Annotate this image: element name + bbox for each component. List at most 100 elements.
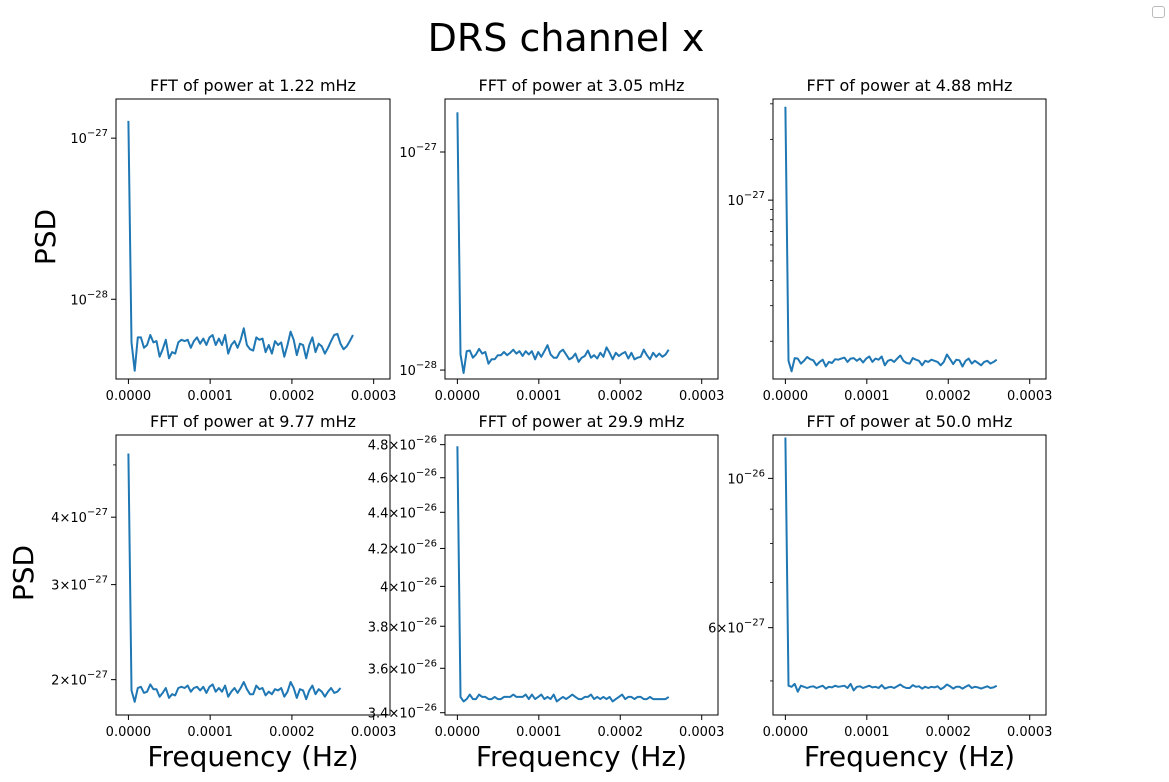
axes-frame xyxy=(772,434,1047,716)
y-tick-label: 3.4×10−26 xyxy=(368,703,437,722)
y-tick-mantissa: 10 xyxy=(70,132,87,147)
y-tick-label: 4.8×10−26 xyxy=(368,435,437,454)
y-tick-exponent: −27 xyxy=(744,618,765,629)
subplot-3: FFT of power at 4.88 mHz 0.0000 0.0001 0.00… xyxy=(727,76,1052,404)
subplot-6: FFT of power at 50.0 mHz 0.0000 0.0001 0.00… xyxy=(708,412,1052,773)
y-tick-exponent: −28 xyxy=(416,360,437,371)
y-tick-label: 4.6×10−26 xyxy=(368,468,437,487)
axes-frame xyxy=(115,434,391,716)
y-tick-mantissa: 10 xyxy=(727,472,744,487)
y-tick-exponent: −26 xyxy=(416,435,437,446)
y-tick-exponent: −27 xyxy=(87,128,108,139)
psd-series-line xyxy=(456,446,670,703)
y-tick-label: 10−28 xyxy=(399,360,437,379)
y-tick-label: 10−28 xyxy=(70,289,108,308)
x-tick-label: 0.0002 xyxy=(926,389,972,404)
subplot-1: FFT of power at 1.22 mHz 0.0000 0.0001 0.00… xyxy=(29,76,396,404)
subplot-title: FFT of power at 4.88 mHz xyxy=(807,76,1013,95)
x-tick-label: 0.0000 xyxy=(435,389,481,404)
x-tick-label: 0.0000 xyxy=(763,725,809,740)
y-tick-exponent: −26 xyxy=(416,616,437,627)
subplot-4: FFT of power at 9.77 mHz 0.0000 0.0001 0.00… xyxy=(7,412,396,773)
y-tick-label: 4×10−27 xyxy=(51,507,108,526)
y-tick-label: 3.8×10−26 xyxy=(368,616,437,635)
x-tick-label: 0.0003 xyxy=(679,389,725,404)
axes-frame xyxy=(444,98,719,380)
axes-frame xyxy=(772,98,1047,380)
y-tick-mantissa: 4×10 xyxy=(380,580,416,595)
subplot-title: FFT of power at 9.77 mHz xyxy=(150,412,356,431)
axes-frame xyxy=(115,98,391,380)
psd-series-line xyxy=(127,120,354,372)
figure-title: DRS channel x xyxy=(428,16,705,60)
subplot-2: FFT of power at 3.05 mHz 0.0000 0.0001 0.00… xyxy=(399,76,724,404)
x-tick-label: 0.0000 xyxy=(106,725,152,740)
subplot-grid: FFT of power at 1.22 mHz 0.0000 0.0001 0.00… xyxy=(7,76,1052,773)
y-tick-mantissa: 4.2×10 xyxy=(368,542,416,557)
y-axis-label: PSD xyxy=(29,209,62,265)
y-tick-label: 2×10−27 xyxy=(51,670,108,689)
x-tick-label: 0.0003 xyxy=(351,725,397,740)
y-tick-exponent: −26 xyxy=(416,703,437,714)
y-tick-mantissa: 10 xyxy=(399,146,416,161)
subplot-title: FFT of power at 3.05 mHz xyxy=(479,76,685,95)
y-tick-exponent: −27 xyxy=(87,575,108,586)
y-tick-label: 3×10−27 xyxy=(51,575,108,594)
psd-series-line xyxy=(127,453,342,703)
y-tick-exponent: −26 xyxy=(416,502,437,513)
y-tick-label: 6×10−27 xyxy=(708,618,765,637)
y-tick-mantissa: 2×10 xyxy=(51,674,87,689)
y-tick-exponent: −26 xyxy=(744,468,765,479)
subplot-title: FFT of power at 1.22 mHz xyxy=(150,76,356,95)
x-tick-label: 0.0003 xyxy=(1007,389,1053,404)
y-tick-mantissa: 4.4×10 xyxy=(368,506,416,521)
x-tick-label: 0.0002 xyxy=(269,725,315,740)
y-tick-mantissa: 4×10 xyxy=(51,511,87,526)
x-tick-label: 0.0003 xyxy=(1007,725,1053,740)
x-tick-label: 0.0001 xyxy=(516,725,562,740)
x-tick-label: 0.0001 xyxy=(844,389,890,404)
subplot-title: FFT of power at 50.0 mHz xyxy=(807,412,1013,431)
y-tick-label: 10−26 xyxy=(727,468,765,487)
y-tick-label: 10−27 xyxy=(399,142,437,161)
y-tick-label: 3.6×10−26 xyxy=(368,658,437,677)
x-tick-label: 0.0000 xyxy=(106,389,152,404)
x-axis-label: Frequency (Hz) xyxy=(147,740,358,773)
y-axis-label: PSD xyxy=(7,545,40,601)
subplot-title: FFT of power at 29.9 mHz xyxy=(479,412,685,431)
axes-frame xyxy=(444,434,719,716)
y-tick-mantissa: 3.6×10 xyxy=(368,662,416,677)
x-tick-label: 0.0001 xyxy=(187,389,233,404)
x-tick-label: 0.0003 xyxy=(351,389,397,404)
y-tick-exponent: −26 xyxy=(416,538,437,549)
x-tick-label: 0.0001 xyxy=(844,725,890,740)
x-tick-label: 0.0000 xyxy=(435,725,481,740)
y-tick-exponent: −26 xyxy=(416,576,437,587)
y-tick-exponent: −27 xyxy=(416,142,437,153)
y-tick-exponent: −27 xyxy=(87,670,108,681)
x-tick-label: 0.0000 xyxy=(763,389,809,404)
y-tick-mantissa: 10 xyxy=(70,293,87,308)
x-tick-label: 0.0002 xyxy=(926,725,972,740)
y-tick-mantissa: 4.8×10 xyxy=(368,439,416,454)
x-tick-label: 0.0001 xyxy=(516,389,562,404)
y-tick-mantissa: 10 xyxy=(399,364,416,379)
y-tick-exponent: −28 xyxy=(87,289,108,300)
y-tick-exponent: −26 xyxy=(416,658,437,669)
x-tick-label: 0.0002 xyxy=(598,389,644,404)
empty-legend-box xyxy=(1152,6,1165,18)
y-tick-mantissa: 6×10 xyxy=(708,622,744,637)
x-axis-label: Frequency (Hz) xyxy=(804,740,1015,773)
x-tick-label: 0.0002 xyxy=(269,389,315,404)
x-axis-label: Frequency (Hz) xyxy=(476,740,687,773)
y-tick-exponent: −27 xyxy=(744,190,765,201)
psd-series-line xyxy=(784,106,998,373)
y-tick-label: 4.2×10−26 xyxy=(368,538,437,557)
y-tick-mantissa: 10 xyxy=(727,194,744,209)
psd-series-line xyxy=(784,437,998,693)
subplot-5: FFT of power at 29.9 mHz 0.0000 0.0001 0.00… xyxy=(368,412,725,773)
y-tick-mantissa: 3.4×10 xyxy=(368,707,416,722)
y-tick-mantissa: 3.8×10 xyxy=(368,620,416,635)
y-tick-label: 10−27 xyxy=(70,128,108,147)
